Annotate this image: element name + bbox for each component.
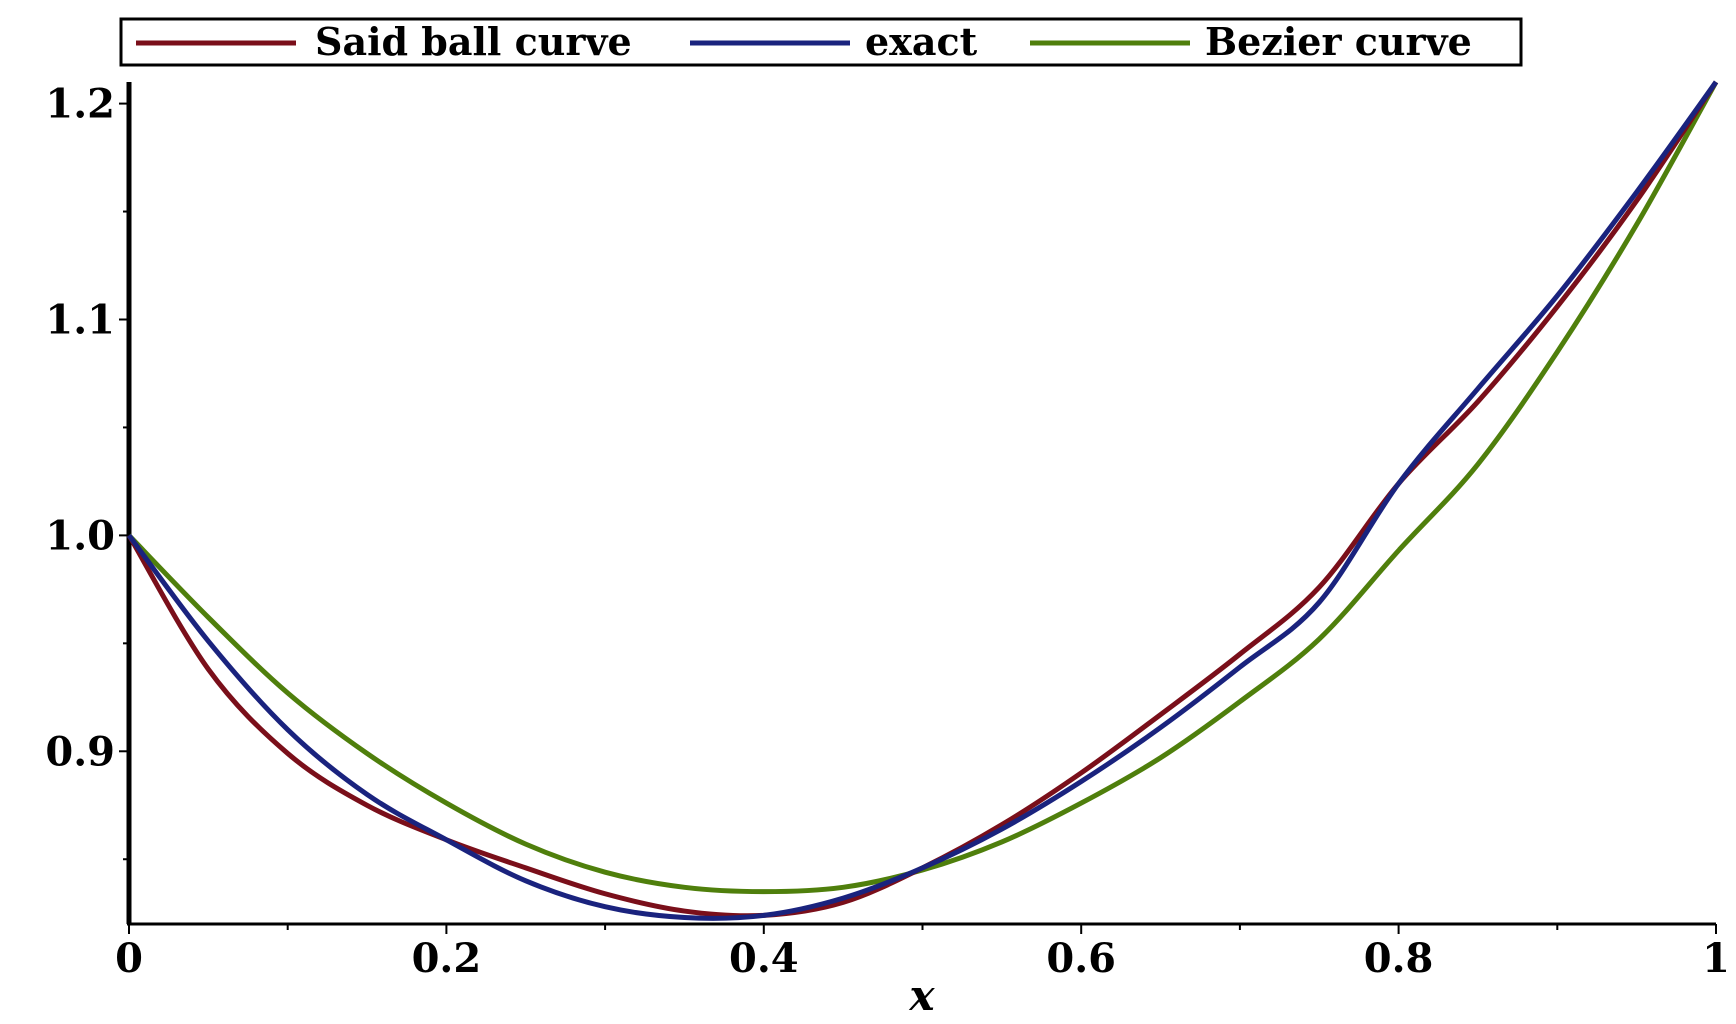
legend-label-exact: exact: [865, 19, 978, 64]
x-tick-label: 0.8: [1364, 935, 1434, 982]
y-tick-label: 1.2: [45, 81, 115, 128]
legend-label-bezier: Bezier curve: [1205, 19, 1472, 64]
x-tick-label: 1: [1702, 935, 1730, 982]
legend-label-said-ball: Said ball curve: [315, 19, 632, 64]
x-tick-label: 0.4: [729, 935, 799, 982]
y-tick-label: 1.0: [45, 512, 115, 559]
x-tick-label: 0.6: [1046, 935, 1116, 982]
x-tick-label: 0: [115, 935, 143, 982]
series-line-exact: [126, 80, 1719, 921]
x-tick-label: 0.2: [412, 935, 482, 982]
y-axis-ticks: 0.9 1.0 1.1 1.2: [45, 81, 129, 861]
y-tick-label: 1.1: [45, 296, 115, 343]
x-axis-title: x: [908, 971, 935, 1020]
series-line-bezier-curve: [127, 80, 1719, 895]
legend: Said ball curve exact Bezier curve: [119, 17, 1523, 67]
series-lines: [126, 80, 1719, 921]
x-axis-ticks: 0 0.2 0.4 0.6 0.8 1: [115, 924, 1730, 982]
y-tick-label: 0.9: [45, 728, 115, 775]
